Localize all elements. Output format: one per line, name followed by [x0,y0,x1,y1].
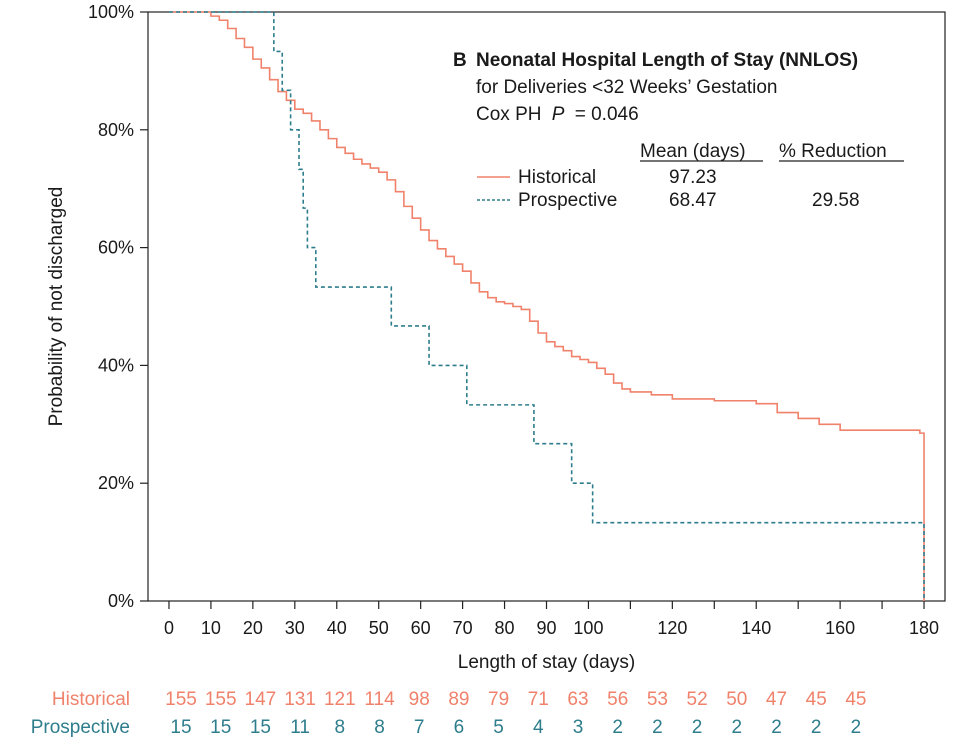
chart-subtitle: for Deliveries <32 Weeks’ Gestation [476,77,778,98]
risk-count: 4 [533,717,544,738]
risk-count: 3 [573,717,584,738]
risk-count: 50 [726,689,747,710]
risk-count: 45 [806,689,827,710]
risk-count: 2 [811,717,822,738]
y-tick-label: 60% [98,238,134,258]
legend-mean-value: 97.23 [669,167,717,188]
y-axis-label: Probability of not discharged [46,187,67,427]
risk-count: 2 [732,717,743,738]
x-tick-label: 140 [741,618,771,638]
risk-count: 8 [374,717,385,738]
x-tick-label: 160 [825,618,855,638]
y-tick-label: 20% [98,473,134,493]
legend: Mean (days) % Reduction Historical 97.23 Pro… [477,141,904,211]
risk-count: 11 [290,717,310,738]
legend-reduction-value: 29.58 [812,190,860,211]
risk-count: 155 [165,689,197,710]
risk-count: 2 [851,717,862,738]
annotation-block: B Neonatal Hospital Length of Stay (NNLO… [453,50,858,125]
x-tick-label: 180 [909,618,939,638]
risk-count: 131 [284,689,316,710]
y-tick-label: 100% [88,2,134,22]
risk-count: 2 [692,717,703,738]
x-tick-label: 60 [411,618,431,638]
risk-count: 2 [771,717,782,738]
legend-header-mean: Mean (days) [640,141,746,162]
y-tick-label: 40% [98,355,134,375]
risk-count: 89 [448,689,469,710]
x-tick-label: 80 [495,618,515,638]
stat-value: = 0.046 [575,104,639,125]
x-tick-label: 30 [285,618,305,638]
x-tick-label: 120 [657,618,687,638]
panel-letter: B [453,50,467,71]
legend-label: Historical [518,167,596,188]
series-line-historical [168,11,925,601]
risk-count: 63 [567,689,588,710]
risk-count: 98 [409,689,430,710]
risk-count: 7 [414,717,425,738]
risk-count: 47 [766,689,787,710]
svg-text:B Neonatal Hospital Leng: B Neonatal Hospital Length of Stay (NNLO… [453,50,858,71]
axes: 0 10 20 30 40 50 60 70 80 90 100 120 140 160 180 0% 20% 4… [46,2,946,673]
x-tick-label: 70 [453,618,473,638]
series-line-prospective [168,11,925,601]
x-tick-label: 0 [164,618,174,638]
x-tick-label: 40 [327,618,347,638]
x-tick-label: 10 [201,618,221,638]
risk-count: 147 [245,689,277,710]
legend-label: Prospective [518,190,617,211]
x-tick-label: 90 [536,618,556,638]
risk-table: Historical 155 155 147 131 121 114 98 89 79 71 63 56… [31,689,867,738]
risk-count: 121 [324,689,356,710]
legend-mean-value: 68.47 [669,190,717,211]
risk-count: 155 [205,689,237,710]
legend-header-reduction: % Reduction [779,141,887,162]
risk-count: 2 [612,717,623,738]
risk-count: 79 [488,689,509,710]
risk-count: 53 [647,689,668,710]
risk-count: 15 [210,717,231,738]
x-tick-label: 20 [243,618,263,638]
y-tick-label: 80% [98,120,134,140]
risk-count: 2 [652,717,663,738]
x-tick-label: 100 [573,618,603,638]
risk-count: 56 [607,689,628,710]
series-group [168,11,925,601]
stat-p-symbol: P [552,104,565,125]
plot-frame [147,11,946,602]
x-tick-label: 50 [369,618,389,638]
x-axis-label: Length of stay (days) [458,652,635,673]
risk-count: 15 [170,717,191,738]
stat-prefix: Cox PH [476,104,541,125]
risk-count: 6 [454,717,465,738]
risk-count: 8 [335,717,346,738]
risk-count: 5 [493,717,504,738]
risk-count: 52 [687,689,708,710]
risk-count: 45 [845,689,866,710]
risk-row-label-prospective: Prospective [31,717,130,738]
chart-title: Neonatal Hospital Length of Stay (NNLOS) [476,50,858,71]
risk-count: 15 [250,717,271,738]
stat-line: Cox PH P = 0.046 [476,104,639,125]
risk-count: 114 [364,689,395,710]
risk-count: 71 [528,689,549,710]
risk-row-label-historical: Historical [52,689,130,710]
y-tick-label: 0% [108,591,134,611]
